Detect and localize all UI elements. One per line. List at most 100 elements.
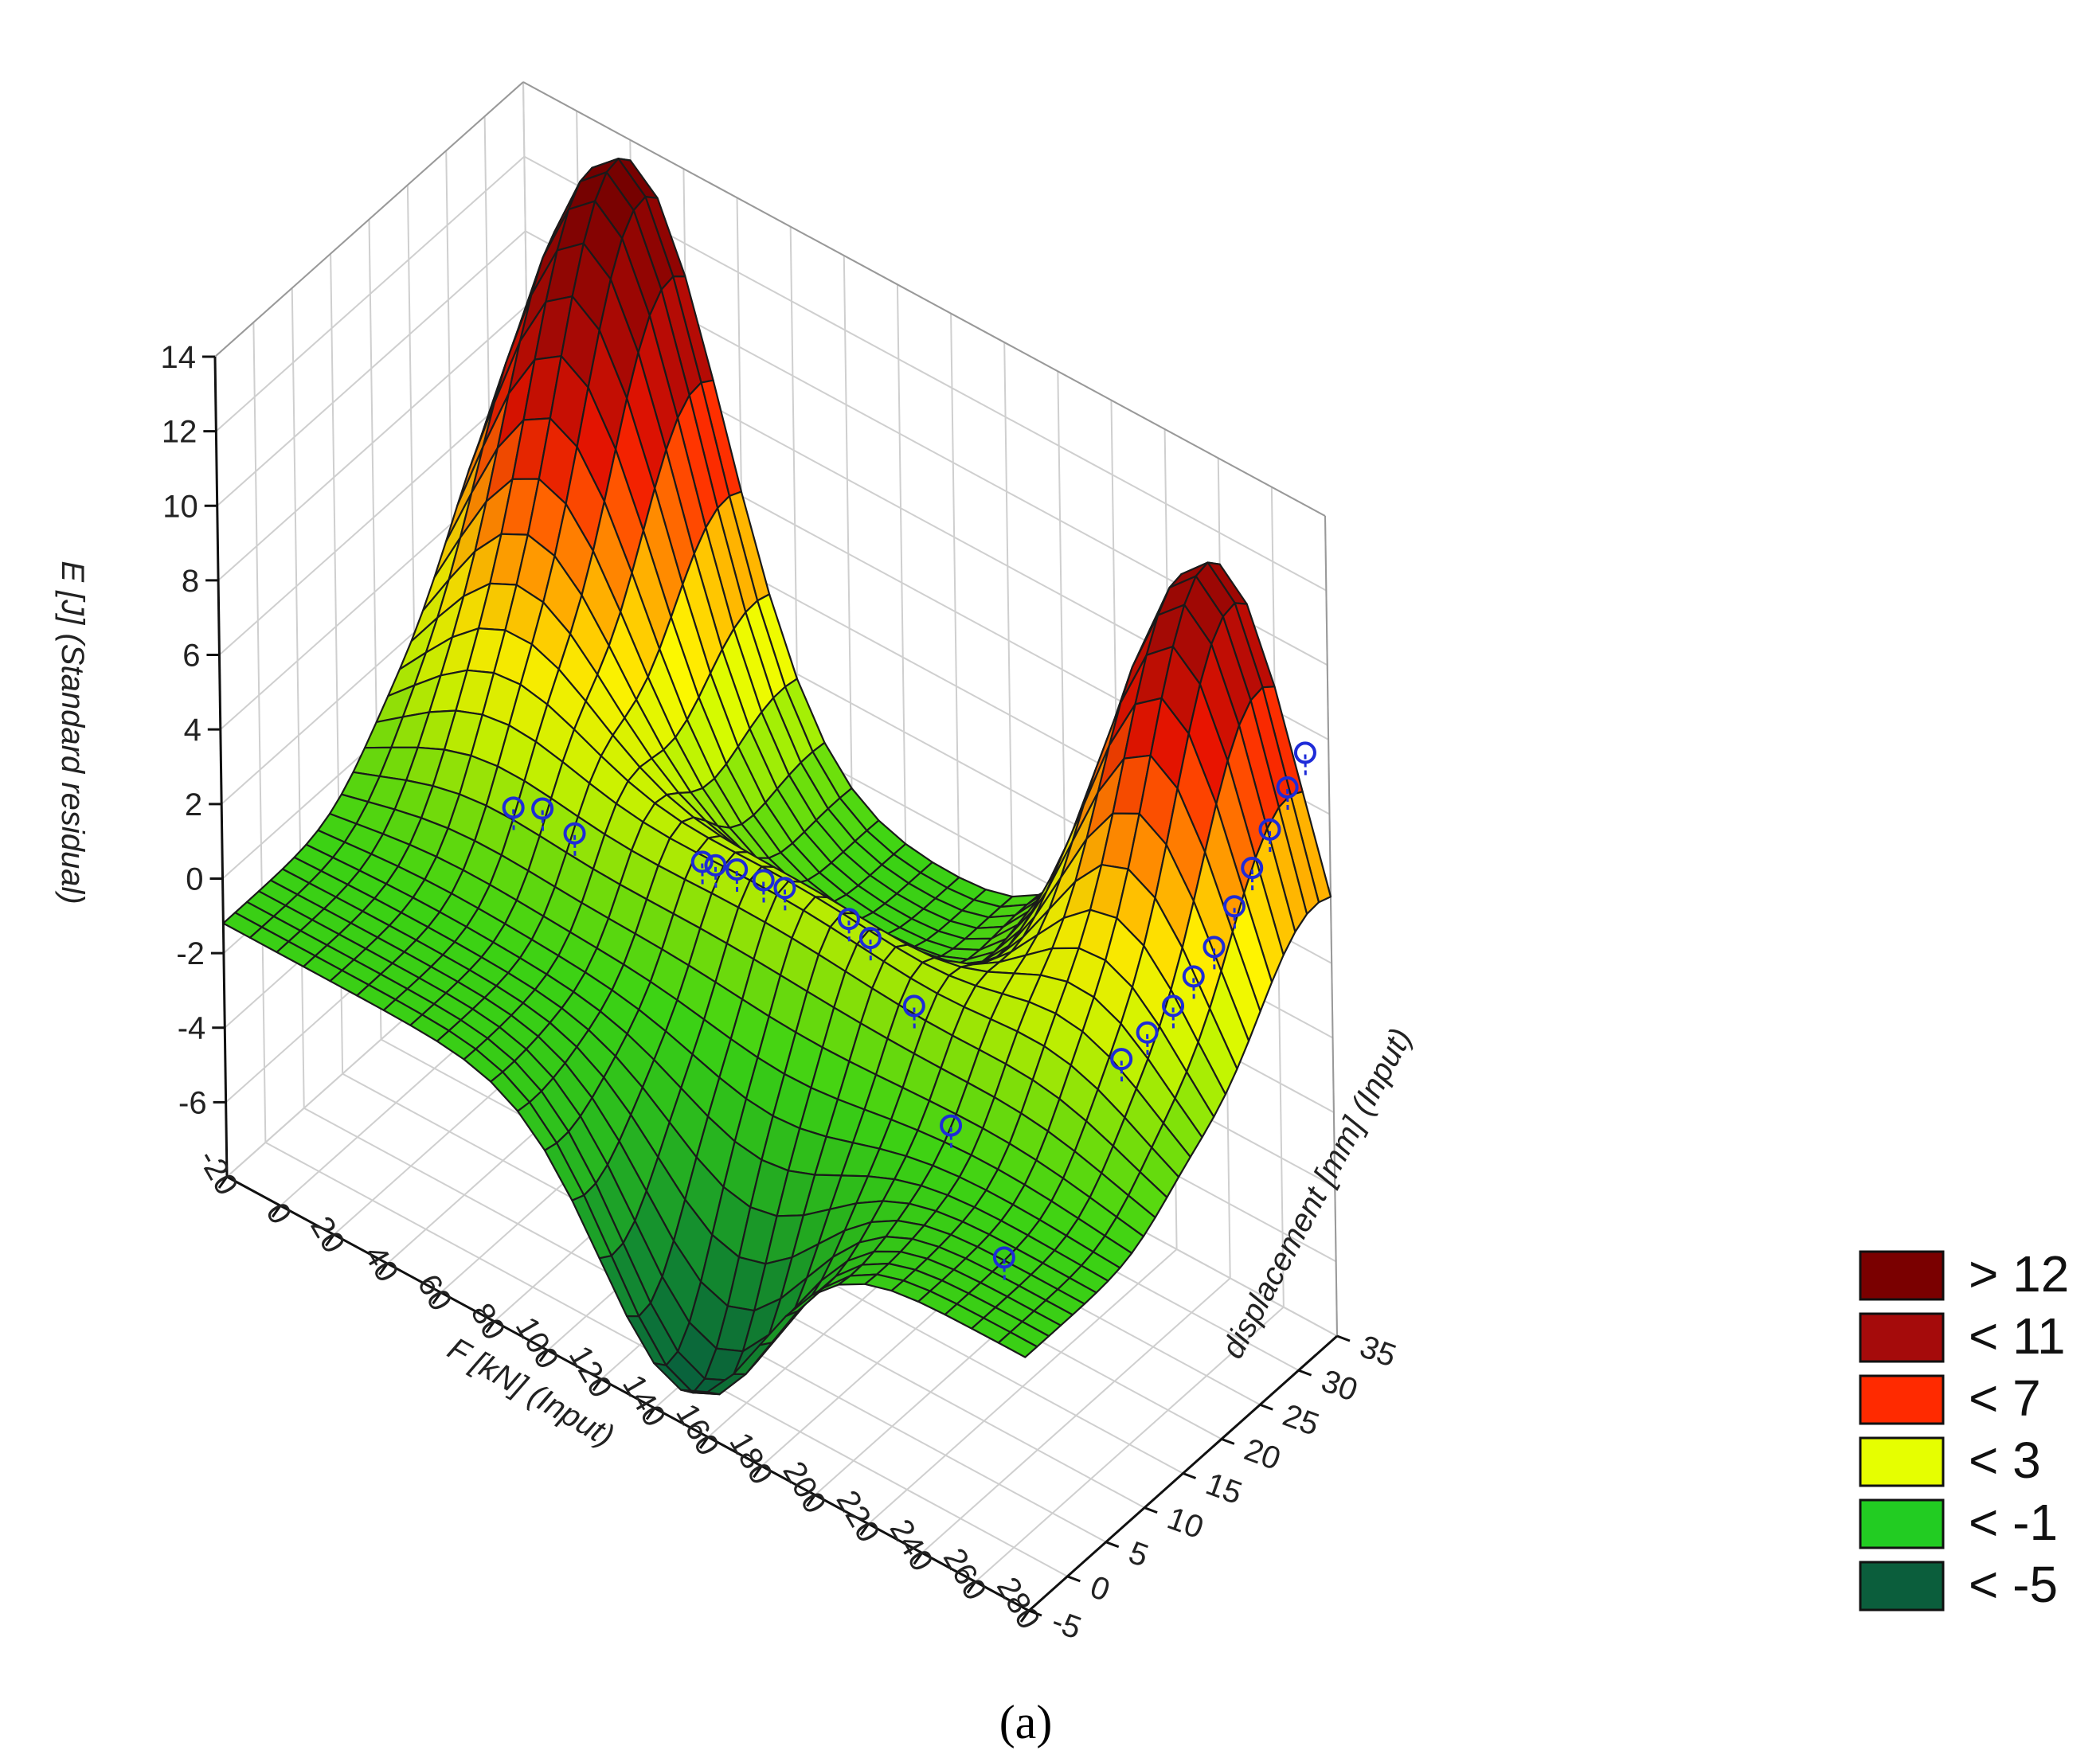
x-tick-label: 260	[937, 1542, 993, 1606]
data-point	[1258, 818, 1281, 841]
data-point	[752, 869, 775, 892]
data-point	[1110, 1048, 1133, 1071]
y-tick-label: 0	[1085, 1569, 1114, 1608]
x-tick-label: 120	[562, 1340, 619, 1404]
data-point	[902, 994, 925, 1018]
data-point	[1293, 741, 1316, 764]
legend-label: < 3	[1969, 1432, 2041, 1489]
x-tick-mark	[913, 1552, 923, 1565]
y-tick-mark	[1105, 1541, 1120, 1549]
data-point	[1162, 994, 1185, 1018]
z-axis-line	[213, 356, 229, 1178]
legend-swatch	[1859, 1250, 1945, 1301]
legend-swatch	[1859, 1374, 1945, 1425]
legend-swatch	[1859, 1561, 1945, 1612]
grid-line	[291, 287, 305, 1108]
z-tick-label: -4	[178, 1011, 206, 1046]
data-point	[1223, 895, 1246, 918]
x-tick-label: 40	[357, 1240, 405, 1288]
x-tick-label: 200	[776, 1455, 832, 1519]
box-edge	[1324, 515, 1338, 1337]
x-tick-mark	[1019, 1610, 1030, 1623]
data-point	[837, 908, 860, 931]
grid-line	[975, 1306, 1285, 1583]
x-tick-mark	[966, 1580, 977, 1594]
legend-swatch	[1859, 1498, 1945, 1549]
legend-label: < 11	[1969, 1307, 2066, 1365]
x-tick-mark	[806, 1494, 816, 1507]
z-tick-label: 12	[162, 415, 197, 450]
z-tick-label: 10	[162, 489, 198, 524]
grid-line	[867, 1248, 1178, 1525]
y-tick-label: -5	[1047, 1604, 1085, 1647]
x-tick-mark	[432, 1291, 442, 1305]
data-point	[1276, 776, 1299, 799]
legend-swatch	[1859, 1436, 1945, 1487]
z-tick-label: 8	[182, 564, 199, 599]
x-tick-mark	[485, 1320, 495, 1334]
legend-label: < 7	[1969, 1369, 2041, 1427]
y-tick-mark	[1144, 1506, 1158, 1514]
x-tick-mark	[645, 1407, 656, 1420]
x-tick-mark	[378, 1263, 389, 1276]
data-point	[1203, 936, 1226, 959]
legend-label: > 12	[1969, 1245, 2069, 1303]
x-tick-label: 280	[990, 1572, 1046, 1635]
z-tick-label: 2	[185, 787, 202, 822]
y-tick-mark	[1336, 1334, 1351, 1342]
data-point	[502, 796, 525, 819]
z-tick-label: 14	[161, 340, 197, 375]
legend-swatch	[1859, 1312, 1945, 1363]
x-axis-line	[226, 1175, 1030, 1612]
box-edge	[214, 81, 524, 357]
grid-line	[252, 322, 267, 1143]
y-tick-mark	[1259, 1403, 1273, 1411]
y-tick-label: 25	[1278, 1397, 1324, 1443]
data-point	[725, 858, 749, 881]
data-point	[690, 850, 714, 873]
z-tick-label: -2	[176, 936, 205, 971]
x-tick-mark	[271, 1205, 282, 1218]
data-point	[858, 927, 882, 950]
data-point	[563, 822, 586, 845]
x-tick-mark	[325, 1233, 335, 1247]
y-tick-label: 10	[1163, 1501, 1208, 1546]
z-axis-label: E [J] (Standard residual)	[55, 561, 90, 904]
x-tick-label: 0	[259, 1197, 298, 1230]
x-tick-label: 240	[883, 1514, 940, 1577]
y-tick-mark	[1066, 1575, 1081, 1583]
y-tick-label: 30	[1317, 1363, 1363, 1408]
x-tick-label: 160	[669, 1398, 725, 1462]
y-tick-mark	[1298, 1369, 1312, 1377]
x-tick-mark	[217, 1176, 229, 1189]
data-point	[1241, 857, 1264, 880]
surface-mesh	[222, 158, 1332, 1396]
data-point	[1136, 1021, 1159, 1044]
data-point	[704, 854, 727, 877]
x-tick-label: 140	[616, 1369, 672, 1432]
box-edge	[522, 81, 1326, 517]
z-tick-label: 6	[182, 639, 200, 674]
data-points	[502, 741, 1316, 1280]
data-point	[940, 1114, 963, 1137]
figure-caption: (a)	[999, 1696, 1053, 1748]
data-point	[531, 797, 554, 820]
x-tick-mark	[538, 1350, 549, 1362]
z-axis-ticks: 14 12 10 8 6 4 2 0 -2 -4 -6	[161, 340, 226, 1120]
x-tick-label: 220	[829, 1485, 886, 1549]
y-tick-mark	[1182, 1472, 1197, 1479]
grid-line	[921, 1277, 1231, 1554]
y-axis-label: displacement [mm] (Input)	[1215, 1022, 1419, 1364]
x-tick-label: 180	[722, 1427, 779, 1490]
legend-label: < -1	[1969, 1494, 2058, 1551]
y-tick-label: 15	[1201, 1467, 1246, 1512]
z-tick-label: 0	[186, 861, 203, 897]
data-point	[1182, 965, 1205, 988]
x-tick-mark	[698, 1436, 710, 1449]
x-tick-mark	[859, 1523, 870, 1536]
data-point	[992, 1246, 1015, 1269]
z-tick-label: 4	[184, 713, 201, 748]
z-tick-label: -6	[178, 1085, 207, 1120]
x-tick-mark	[592, 1378, 603, 1392]
